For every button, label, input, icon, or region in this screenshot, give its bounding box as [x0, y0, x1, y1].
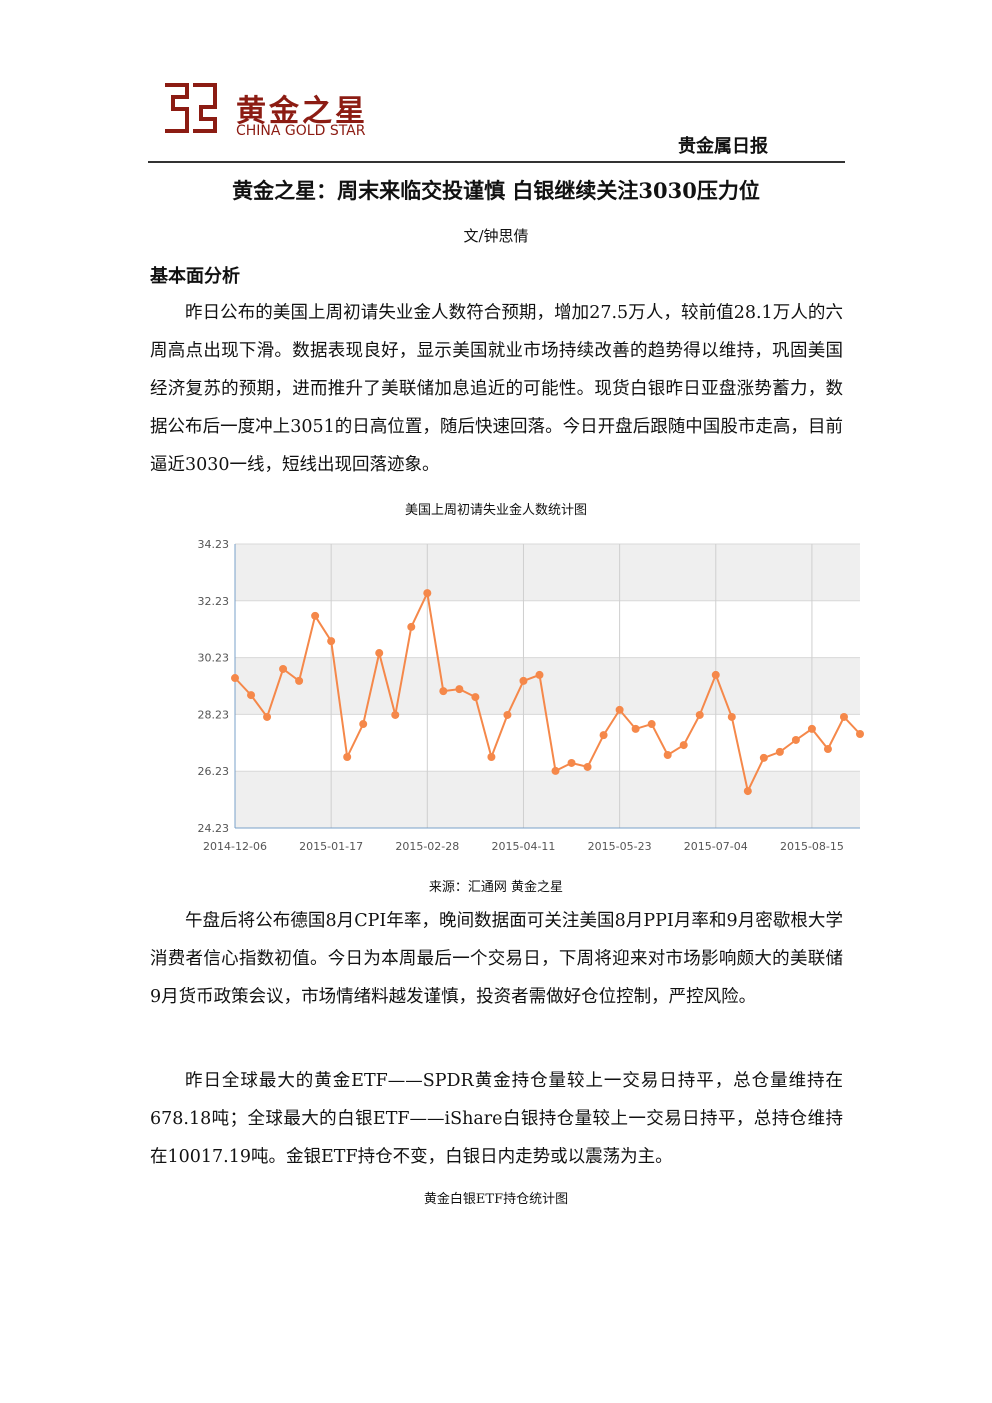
data-point: [807, 724, 816, 733]
data-point: [327, 637, 336, 646]
data-point: [743, 787, 752, 796]
data-point: [375, 649, 384, 658]
data-point: [519, 676, 528, 685]
data-point: [856, 729, 864, 738]
data-point: [775, 747, 784, 756]
title: 黄金之星：周末来临交投谨慎 白银继续关注3030压力位: [232, 178, 760, 203]
section-heading: 基本面分析: [150, 266, 240, 287]
data-point: [487, 753, 496, 761]
data-point: [359, 720, 368, 729]
author: 文/钟思倩: [463, 227, 529, 245]
y-tick-label: 32.23: [198, 595, 230, 608]
data-point: [407, 622, 416, 631]
data-point: [551, 766, 560, 775]
data-point: [631, 724, 640, 733]
data-point: [247, 691, 256, 700]
grid-band: [235, 771, 860, 828]
logo: [165, 83, 217, 133]
brand: 黄金之星: [236, 94, 368, 129]
x-tick-label: 2015-04-11: [491, 840, 555, 853]
chart-title: 美国上周初请失业金人数统计图: [404, 503, 587, 518]
header-rule: [148, 161, 845, 163]
data-point: [791, 735, 800, 744]
y-tick-label: 26.23: [198, 765, 230, 778]
y-tick-label: 28.23: [198, 708, 230, 721]
data-point: [295, 676, 304, 685]
data-point: [679, 741, 688, 750]
report-type: 贵金属日报: [678, 136, 768, 157]
data-point: [311, 611, 320, 620]
data-point: [695, 710, 704, 719]
data-point: [279, 664, 288, 673]
chart-source: 来源：汇通网 黄金之星: [428, 880, 564, 895]
x-tick-label: 2015-08-15: [780, 840, 844, 853]
x-tick-label: 2015-02-28: [395, 840, 459, 853]
x-tick-label: 2015-07-04: [684, 840, 748, 853]
data-point: [423, 589, 432, 598]
y-tick-label: 30.23: [198, 652, 230, 665]
data-point: [503, 710, 512, 719]
data-point: [727, 712, 736, 721]
grid-band: [235, 544, 860, 601]
paragraph: 昨日公布的美国上周初请失业金人数符合预期，增加27.5万人，较前值28.1万人的…: [150, 303, 843, 475]
data-point: [583, 762, 592, 771]
data-point: [823, 745, 832, 754]
paragraph: 昨日全球最大的黄金ETF——SPDR黄金持仓量较上一交易日持平，总仓量维持在67…: [150, 1071, 843, 1167]
data-point: [711, 670, 720, 679]
data-point: [599, 731, 608, 740]
y-tick-label: 24.23: [198, 822, 230, 835]
x-tick-label: 2015-05-23: [588, 840, 652, 853]
data-point: [663, 751, 672, 760]
data-point: [455, 685, 464, 694]
x-tick-label: 2014-12-06: [203, 840, 267, 853]
data-point: [391, 710, 400, 719]
chart: 24.23 26.23 28.23 30.23 32.23 34.23 2014-12-06…: [198, 538, 864, 853]
brand-en: CHINA GOLD STAR: [236, 123, 366, 139]
data-point: [567, 758, 576, 767]
data-point: [471, 693, 480, 702]
data-point: [759, 753, 768, 762]
data-point: [343, 753, 352, 761]
y-tick-label: 34.23: [198, 538, 230, 551]
data-point: [535, 670, 544, 679]
data-point: [439, 687, 448, 696]
grid-band: [235, 657, 860, 715]
data-point: [839, 712, 848, 721]
data-point: [615, 705, 624, 714]
data-point: [231, 674, 239, 683]
data-point: [263, 712, 272, 721]
series-line: [234, 589, 861, 795]
x-tick-label: 2015-01-17: [299, 840, 363, 853]
chart-title: 黄金白银ETF持仓统计图: [423, 1192, 569, 1207]
data-point: [647, 720, 656, 729]
paragraph: 午盘后将公布德国8月CPI年率，晚间数据面可关注美国8月PPI月率和9月密歇根大…: [150, 911, 843, 1007]
